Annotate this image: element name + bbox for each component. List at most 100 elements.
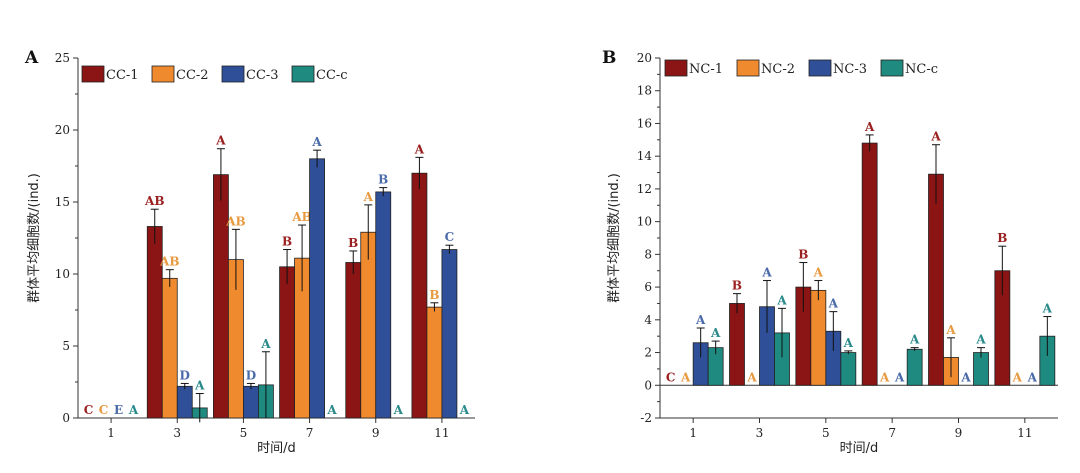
x-axis-title: 时间/d [840,441,879,456]
y-tick-label: 6 [644,280,652,294]
bar-nc-1 [928,173,944,386]
significance-letter: A [215,134,226,148]
bar-nc-2 [810,289,827,386]
y-tick-label: 12 [637,182,652,196]
bar-cc-2 [426,306,443,419]
significance-letter: A [194,379,205,393]
significance-letter: C [666,370,676,384]
x-tick-label: 1 [107,426,115,440]
bar-cc-3 [441,249,458,419]
significance-letter: A [909,333,920,347]
significance-letter: A [879,370,890,384]
legend-swatch [664,59,688,77]
bar-cc-1 [213,174,229,419]
y-tick-label: 15 [55,195,70,209]
y-tick-label: 18 [637,84,652,98]
significance-letter: A [326,403,337,417]
significance-letter: A [945,323,956,337]
y-tick-label: 16 [637,116,652,130]
significance-letter: A [813,266,824,280]
significance-letter: D [180,368,190,382]
significance-letter: A [1027,370,1038,384]
bar-cc-3 [176,385,193,419]
x-tick-label: 7 [306,426,314,440]
legend-swatch [291,65,315,83]
x-tick-label: 3 [173,426,181,440]
legend-swatch [880,59,904,77]
x-tick-label: 5 [822,426,830,440]
bar-cc-3 [243,385,259,419]
significance-letter: A [459,403,470,417]
significance-letter: C [99,403,109,417]
significance-letter: A [363,190,374,204]
y-axis-title: 群体平均细胞数/(ind.) [27,173,42,303]
significance-letter: A [260,337,271,351]
significance-letter: A [828,297,839,311]
significance-letter: A [930,130,941,144]
bar-cc-3 [309,158,325,419]
significance-letter: A [414,142,425,156]
bar-nc-1 [861,142,878,386]
y-tick-label: 10 [55,267,70,281]
legend-swatch [221,65,245,83]
y-tick-label: 0 [644,378,652,392]
legend-swatch [81,65,105,83]
legend-swatch [808,59,832,77]
panel-label: B [602,48,616,68]
bar-cc-2 [360,231,377,419]
significance-letter: AB [144,194,164,208]
x-tick-label: 1 [689,426,697,440]
legend-entry: CC-3 [246,68,279,83]
bar-cc-3 [375,191,392,419]
legend-entry: CC-c [316,68,348,83]
significance-letter: A [761,266,772,280]
significance-letter: AB [159,255,179,269]
x-tick-label: 11 [1017,426,1032,440]
legend-entry: NC-2 [761,62,795,77]
y-tick-label: 20 [637,51,652,65]
bar-nc-c [906,348,923,386]
legend-entry: NC-c [905,62,938,77]
significance-letter: B [429,288,439,302]
legend-entry: CC-1 [106,68,139,83]
y-tick-label: 4 [644,313,652,327]
legend-entry: NC-1 [689,62,723,77]
x-tick-label: 7 [888,426,896,440]
legend-swatch [736,59,760,77]
bar-nc-c [840,352,857,386]
significance-letter: A [746,370,757,384]
x-axis-title: 时间/d [257,441,296,456]
x-tick-label: 11 [434,426,449,440]
significance-letter: B [378,173,388,187]
legend-entry: CC-2 [176,68,209,83]
bar-nc-1 [729,303,745,386]
significance-letter: B [997,231,1007,245]
significance-letter: B [282,235,292,249]
significance-letter: AB [291,210,311,224]
y-tick-label: -2 [640,411,652,425]
panel-label: A [24,48,39,68]
significance-letter: A [710,326,721,340]
y-tick-label: 8 [644,247,652,261]
significance-letter: A [393,403,404,417]
y-axis-title: 群体平均细胞数/(ind.) [607,173,622,303]
chart-panel-b: -2 0 2 4 6 8 10 12 14 16 18 20 1 3 5 7 9 11 时间/d 群体平均细胞数/(i… [602,48,1058,456]
significance-letter: A [894,370,905,384]
significance-letter: A [864,120,875,134]
significance-letter: A [1012,370,1023,384]
significance-letter: A [1042,302,1053,316]
y-tick-label: 25 [55,51,70,65]
significance-letter: D [246,368,256,382]
y-tick-label: 10 [637,215,652,229]
significance-letter: A [695,313,706,327]
y-tick-label: 5 [62,339,70,353]
y-tick-label: 0 [62,411,70,425]
x-tick-label: 9 [372,426,380,440]
significance-letter: A [680,370,691,384]
y-tick-label: 14 [637,149,653,163]
bar-cc-1 [345,262,362,419]
significance-letter: AB [225,214,245,228]
significance-letter: A [311,135,322,149]
y-tick-label: 2 [644,346,652,360]
